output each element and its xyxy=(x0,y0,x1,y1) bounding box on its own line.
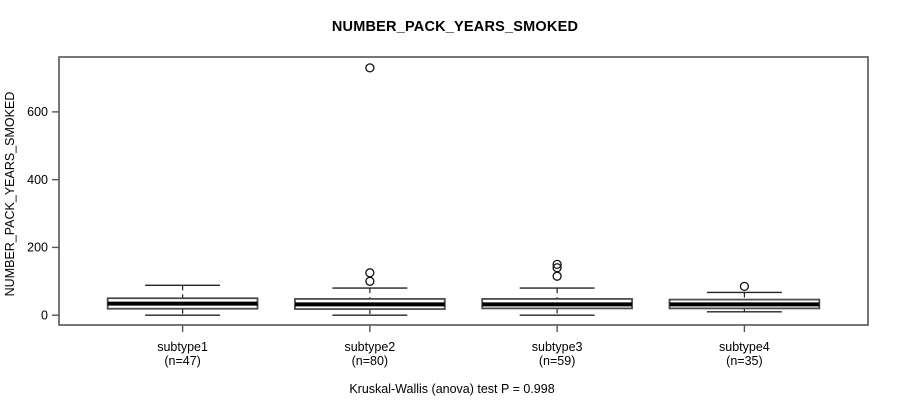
x-n-label-subtype3: (n=59) xyxy=(539,354,575,368)
y-tick-label: 200 xyxy=(27,241,48,255)
y-tick-label: 0 xyxy=(41,308,48,322)
outlier-point-subtype2 xyxy=(365,276,375,286)
x-category-label-subtype1: subtype1 xyxy=(157,340,208,354)
outlier-point-subtype2 xyxy=(365,268,375,278)
plot-area: 0 200 400 600 subtype1(n=47) subtype2(n=80) su… xyxy=(27,56,869,368)
caption: Kruskal-Wallis (anova) test P = 0.998 xyxy=(349,382,554,396)
plot-frame xyxy=(58,56,869,326)
chart-title: NUMBER_PACK_YEARS_SMOKED xyxy=(332,19,578,35)
y-tick-label: 600 xyxy=(27,105,48,119)
x-category-label-subtype4: subtype4 xyxy=(719,340,770,354)
x-category-label-subtype2: subtype2 xyxy=(344,340,395,354)
outlier-point-subtype3 xyxy=(552,271,562,281)
outlier-point-subtype2 xyxy=(365,63,375,73)
x-n-label-subtype1: (n=47) xyxy=(164,354,200,368)
y-tick-label: 400 xyxy=(27,173,48,187)
outlier-point-subtype3 xyxy=(552,259,562,270)
x-n-label-subtype2: (n=80) xyxy=(352,354,388,368)
outlier-point-subtype4 xyxy=(739,281,750,292)
y-axis-title: NUMBER_PACK_YEARS_SMOKED xyxy=(3,92,17,297)
outlier-point-subtype3 xyxy=(552,263,562,273)
x-n-label-subtype4: (n=35) xyxy=(726,354,762,368)
x-category-label-subtype3: subtype3 xyxy=(532,340,583,354)
